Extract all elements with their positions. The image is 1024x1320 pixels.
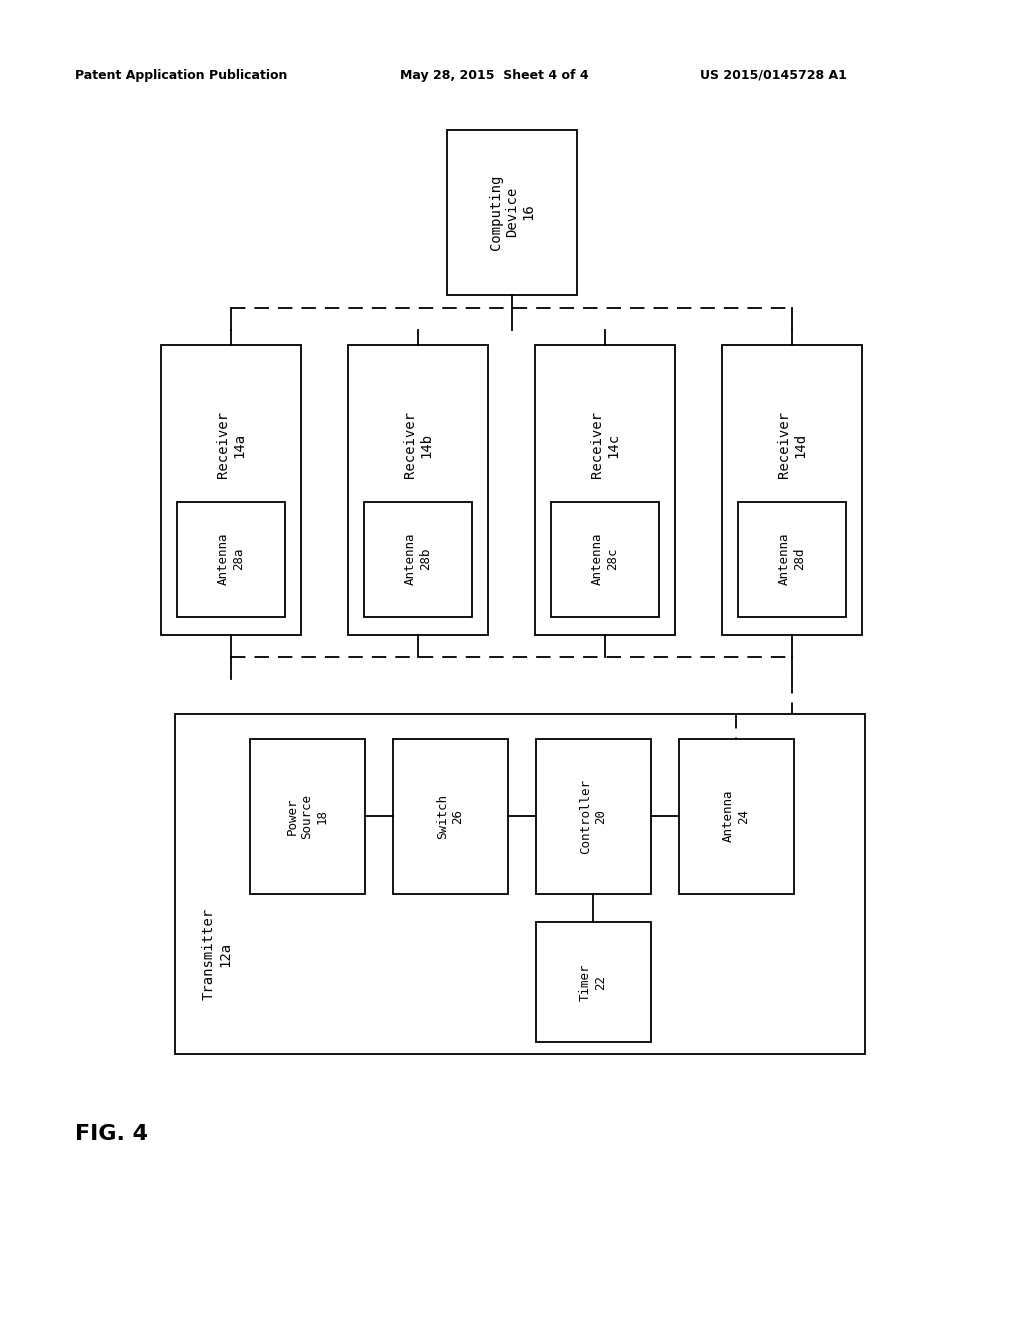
Bar — [175, 714, 865, 1053]
Text: Receiver
14b: Receiver 14b — [402, 412, 433, 479]
Text: Receiver
14a: Receiver 14a — [216, 412, 246, 479]
Text: Receiver
14c: Receiver 14c — [590, 412, 621, 479]
Text: Computing
Device
16: Computing Device 16 — [488, 174, 536, 249]
Text: Switch
26: Switch 26 — [436, 793, 464, 838]
Text: Receiver
14d: Receiver 14d — [777, 412, 807, 479]
Text: Controller
20: Controller 20 — [579, 779, 607, 854]
Text: US 2015/0145728 A1: US 2015/0145728 A1 — [700, 69, 847, 82]
Text: Antenna
28b: Antenna 28b — [404, 533, 432, 585]
Text: Antenna
28d: Antenna 28d — [778, 533, 806, 585]
Bar — [364, 502, 472, 616]
Text: FIG. 4: FIG. 4 — [75, 1125, 148, 1144]
Text: Patent Application Publication: Patent Application Publication — [75, 69, 288, 82]
Bar — [161, 345, 301, 635]
Text: Antenna
28c: Antenna 28c — [591, 533, 618, 585]
Text: Transmitter
12a: Transmitter 12a — [202, 908, 232, 1001]
Bar — [447, 129, 577, 294]
Bar — [679, 739, 794, 894]
Text: Timer
22: Timer 22 — [579, 964, 607, 1001]
Bar — [551, 502, 659, 616]
Bar — [250, 739, 365, 894]
Text: Power
Source
18: Power Source 18 — [286, 793, 329, 838]
Bar — [536, 739, 651, 894]
Bar — [722, 345, 862, 635]
Bar — [738, 502, 846, 616]
Text: Antenna
24: Antenna 24 — [722, 789, 750, 842]
Bar — [393, 739, 508, 894]
Bar — [535, 345, 675, 635]
Text: Antenna
28a: Antenna 28a — [217, 533, 245, 585]
Bar — [177, 502, 285, 616]
Bar — [348, 345, 488, 635]
Bar — [536, 921, 651, 1041]
Text: May 28, 2015  Sheet 4 of 4: May 28, 2015 Sheet 4 of 4 — [400, 69, 589, 82]
